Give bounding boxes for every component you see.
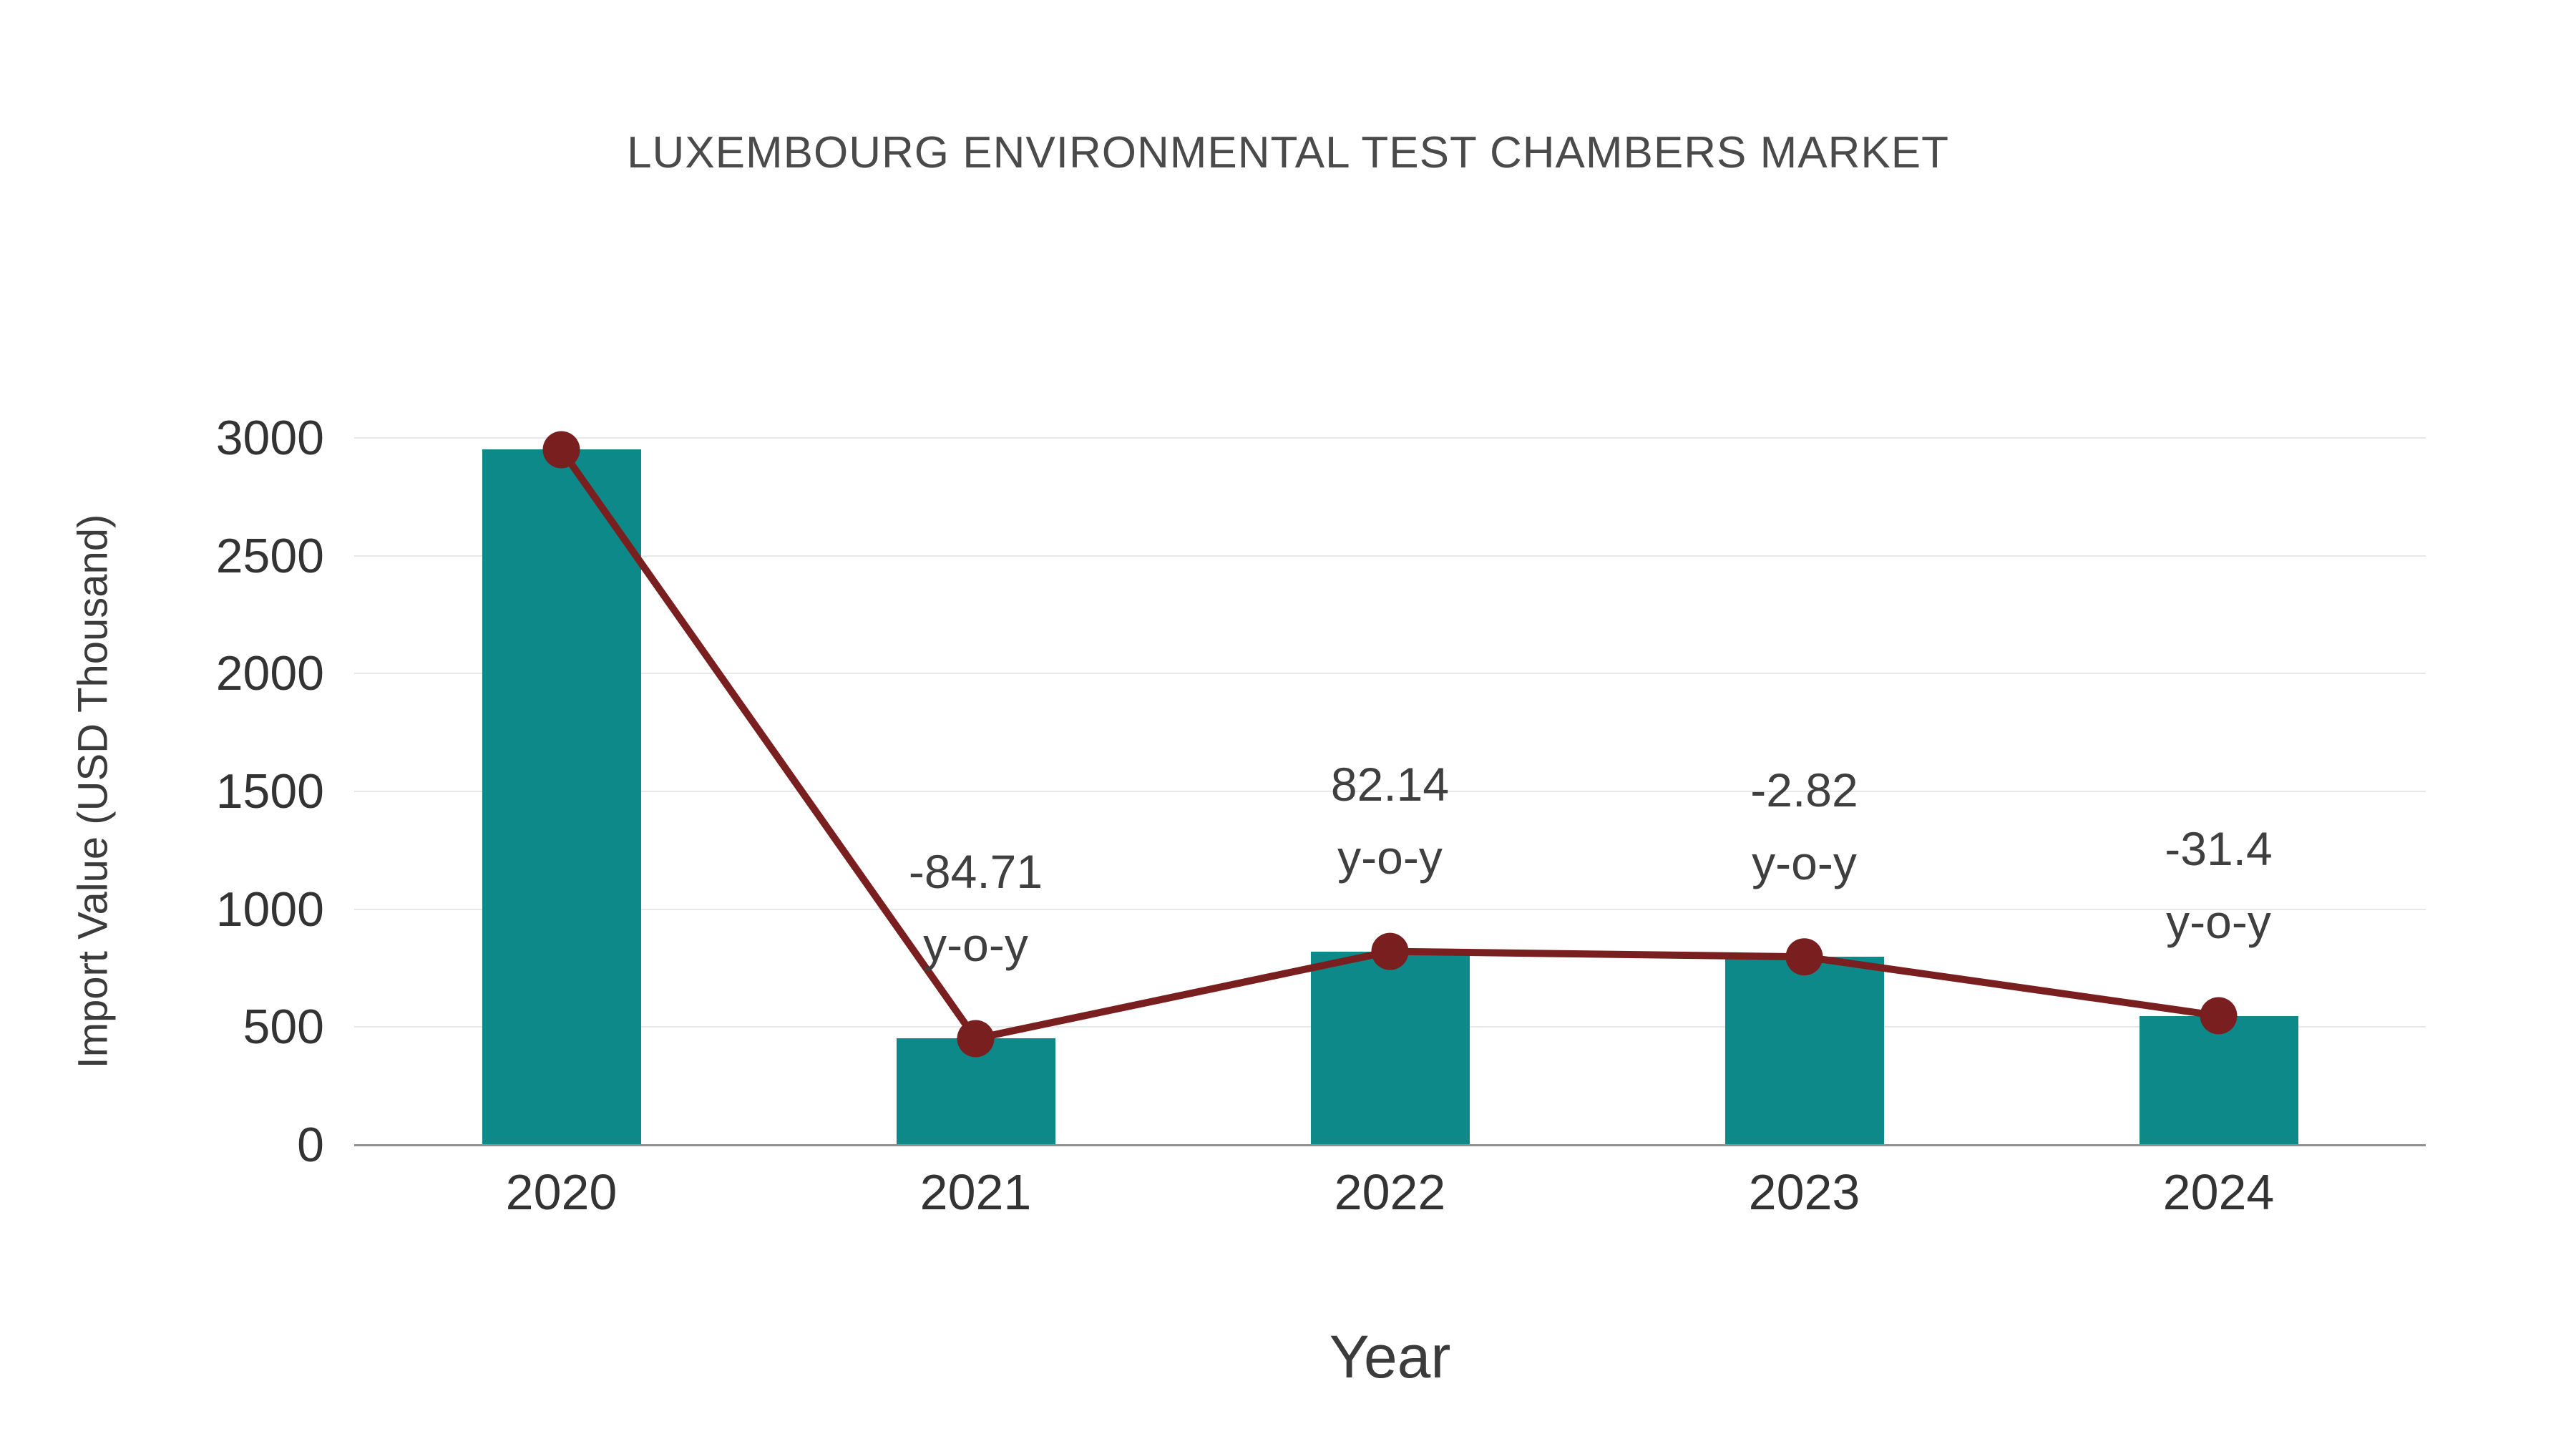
x-tick-label-2022: 2022	[1334, 1164, 1446, 1220]
gridline-2000	[354, 673, 2426, 675]
annotation-line: y-o-y	[1752, 836, 1857, 889]
x-axis-line	[354, 1144, 2426, 1146]
gridline-2500	[354, 555, 2426, 557]
annotation-line: y-o-y	[923, 918, 1028, 972]
trend-line-layer	[542, 431, 2238, 1058]
annotation-line: 82.14	[1330, 758, 1450, 811]
annotation-2024: -31.4 y-o-y	[2165, 812, 2272, 959]
annotation-2021: -84.71 y-o-y	[909, 835, 1043, 982]
x-tick-label-2024: 2024	[2162, 1164, 2275, 1220]
annotation-line: -84.71	[908, 844, 1043, 898]
y-tick-label-1500: 1500	[215, 764, 324, 819]
chart-title: LUXEMBOURG ENVIRONMENTAL TEST CHAMBERS M…	[627, 128, 1949, 177]
y-tick-label-2000: 2000	[215, 646, 324, 701]
bar-2023	[1724, 957, 1884, 1145]
y-tick-label-2500: 2500	[215, 528, 324, 583]
plot-area: 0 500 1000 1500 2000 2500 3000 -84.71 y-o-y 82.14…	[216, 411, 2426, 1220]
annotation-line: y-o-y	[2166, 895, 2271, 949]
x-tick-label-2021: 2021	[919, 1164, 1032, 1220]
y-tick-label-3000: 3000	[215, 411, 324, 465]
y-tick-label-500: 500	[243, 1000, 324, 1055]
x-tick-label-2020: 2020	[505, 1164, 618, 1220]
bar-2022	[1310, 951, 1470, 1145]
y-axis-title: Import Value (USD Thousand)	[69, 514, 117, 1069]
y-tick-label-1000: 1000	[215, 882, 324, 937]
x-tick-label-2023: 2023	[1748, 1164, 1860, 1220]
annotation-line: -31.4	[2165, 821, 2273, 875]
x-axis-title: Year	[1329, 1323, 1451, 1390]
marker-2022	[1371, 932, 1409, 970]
gridline-1000	[354, 908, 2426, 910]
y-tick-label-0: 0	[297, 1118, 324, 1172]
marker-2024	[2200, 997, 2238, 1035]
annotation-line: -2.82	[1750, 763, 1858, 816]
marker-2021	[957, 1020, 995, 1058]
gridline-1500	[354, 791, 2426, 792]
annotation-2023: -2.82 y-o-y	[1750, 753, 1858, 900]
bar-2024	[2139, 1015, 2298, 1145]
bar-2020	[482, 449, 641, 1145]
marker-2020	[542, 431, 580, 469]
marker-2023	[1785, 938, 1823, 976]
annotation-2022: 82.14 y-o-y	[1331, 748, 1449, 894]
gridline-3000	[354, 437, 2426, 439]
annotation-line: y-o-y	[1337, 831, 1443, 884]
